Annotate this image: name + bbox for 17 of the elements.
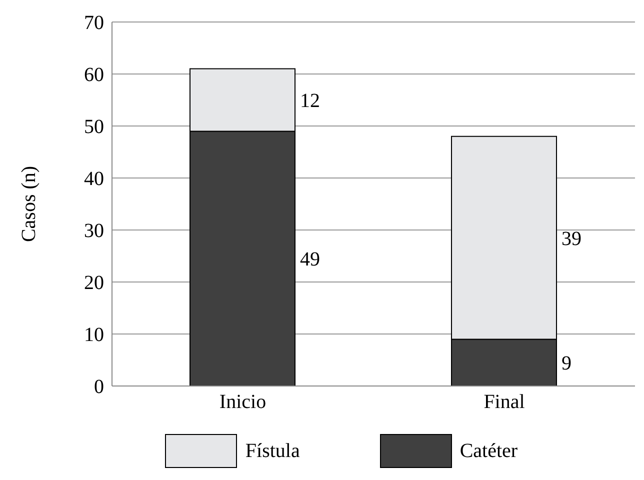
y-tick-label: 60 [84, 64, 104, 86]
x-tick-label: Final [484, 391, 526, 414]
x-tick-label: Inicio [219, 391, 266, 414]
y-tick-label: 20 [84, 272, 104, 294]
y-tick-label: 0 [94, 376, 104, 398]
y-tick-label: 70 [84, 12, 104, 34]
legend-label: Fístula [245, 440, 300, 462]
y-tick-label: 10 [84, 324, 104, 346]
y-tick-label: 40 [84, 168, 104, 190]
y-tick-label: 50 [84, 116, 104, 138]
data-label: 49 [300, 248, 320, 271]
y-tick-label: 30 [84, 220, 104, 242]
data-label: 12 [300, 90, 320, 112]
data-label: 9 [562, 352, 572, 375]
y-axis-title: Casos (n) [18, 166, 40, 242]
legend-label: Catéter [460, 440, 518, 462]
data-label: 39 [562, 228, 582, 250]
